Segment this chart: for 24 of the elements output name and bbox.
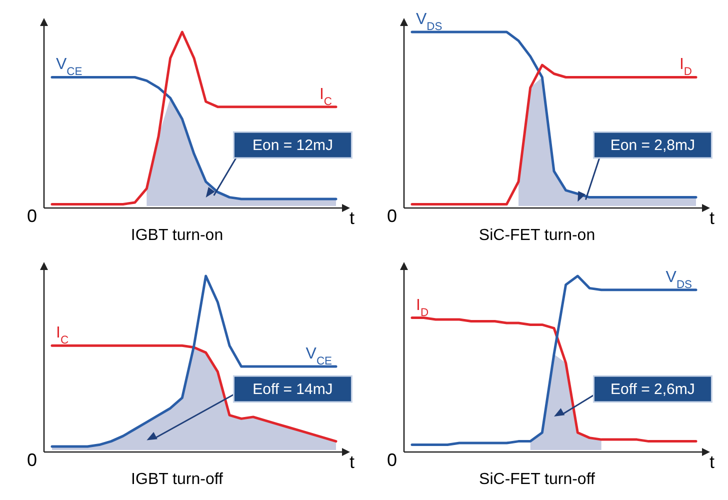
text: SiC-FET turn-on (478, 227, 596, 244)
text: SiC-FET turn-off (479, 471, 596, 488)
x-axis-title: t (349, 208, 355, 228)
annotation: Eoff = 14mJ (252, 381, 333, 398)
series-label: V$_{CE}$ (56, 56, 82, 78)
series-label: I$_{D}$ (679, 56, 692, 78)
series-label: V$_{DS}$ (416, 11, 442, 33)
series-label: V$_{CE}$ (306, 345, 332, 368)
annotation: Eon = 2,8mJ (610, 137, 696, 154)
text: 0 (386, 450, 398, 470)
x-axis-title: t (349, 452, 355, 472)
text: IGBT turn-off (131, 471, 224, 488)
series-label: I$_{C}$ (319, 86, 332, 108)
text: IGBT turn-on (130, 227, 224, 244)
annotation: Eoff = 2,6mJ (610, 381, 695, 398)
annotation: Eon = 12mJ (252, 137, 333, 154)
text: 0 (26, 450, 38, 470)
series-label: V$_{DS}$ (666, 268, 692, 291)
series-label: I$_{D}$ (416, 296, 429, 319)
series-label: I$_{C}$ (56, 324, 69, 347)
x-axis-title: t (709, 452, 715, 472)
text: 0 (26, 206, 38, 226)
text: 0 (386, 206, 398, 226)
x-axis-title: t (709, 208, 715, 228)
